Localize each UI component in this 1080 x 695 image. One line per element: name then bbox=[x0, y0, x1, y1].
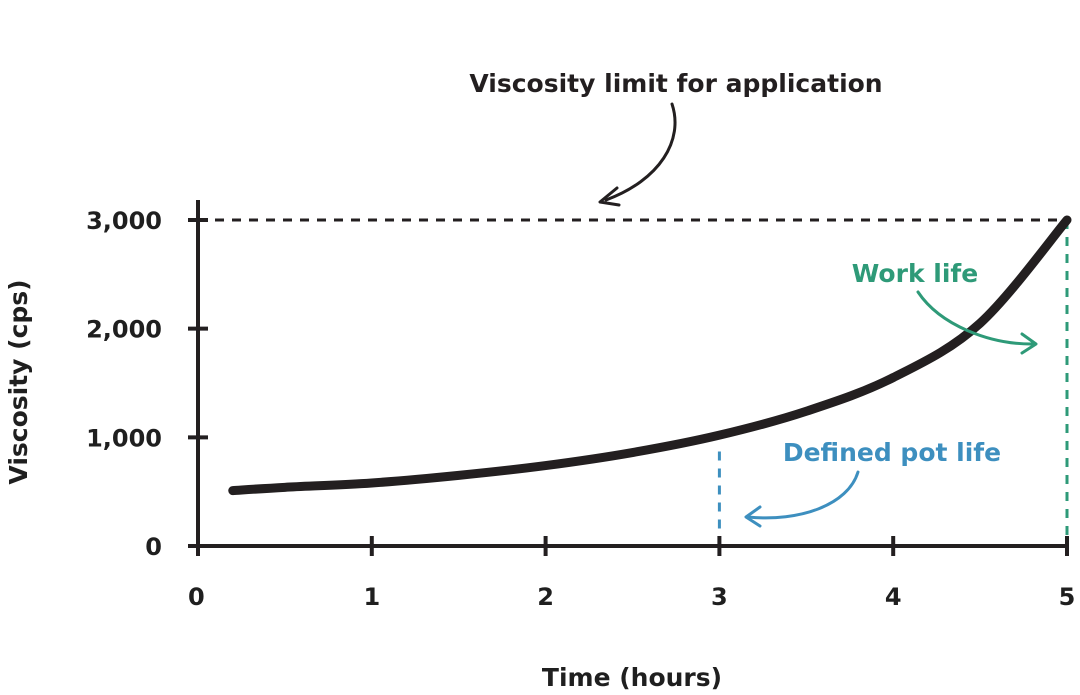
viscosity-limit-annotation: Viscosity limit for application bbox=[469, 69, 882, 98]
work-life-arrowhead bbox=[1020, 332, 1038, 355]
x-tick-label-2: 2 bbox=[537, 583, 554, 611]
y-axis-title: Viscosity (cps) bbox=[4, 279, 33, 484]
viscosity-limit-arrow bbox=[604, 102, 677, 202]
y-tick-label-3,000: 3,000 bbox=[86, 207, 162, 235]
y-tick-label-0: 0 bbox=[145, 533, 162, 561]
x-tick-label-5: 5 bbox=[1059, 583, 1076, 611]
y-tick-label-2,000: 2,000 bbox=[86, 316, 162, 344]
series bbox=[228, 215, 1072, 496]
x-tick-label-1: 1 bbox=[363, 583, 380, 611]
annotation-arrows bbox=[598, 102, 1038, 528]
x-axis-title: Time (hours) bbox=[542, 663, 722, 692]
viscosity-curve bbox=[228, 215, 1072, 496]
axes: 0 1 2 3 4 5 0 1,000 2,000 3,000 bbox=[86, 200, 1075, 611]
pot-life-annotation: Defined pot life bbox=[783, 438, 1001, 467]
viscosity-limit-arrowhead bbox=[598, 186, 621, 207]
x-tick-label-0: 0 bbox=[188, 583, 205, 611]
work-life-arrow bbox=[916, 290, 1037, 346]
work-life-annotation: Work life bbox=[852, 259, 979, 288]
pot-life-arrowhead bbox=[744, 505, 762, 528]
chart-texts: Viscosity limit for application Work lif… bbox=[4, 69, 1001, 692]
pot-life-arrow bbox=[746, 470, 860, 520]
x-tick-label-4: 4 bbox=[885, 583, 902, 611]
y-tick-label-1,000: 1,000 bbox=[86, 424, 162, 452]
reference-lines bbox=[198, 218, 1069, 546]
x-tick-label-3: 3 bbox=[711, 583, 728, 611]
